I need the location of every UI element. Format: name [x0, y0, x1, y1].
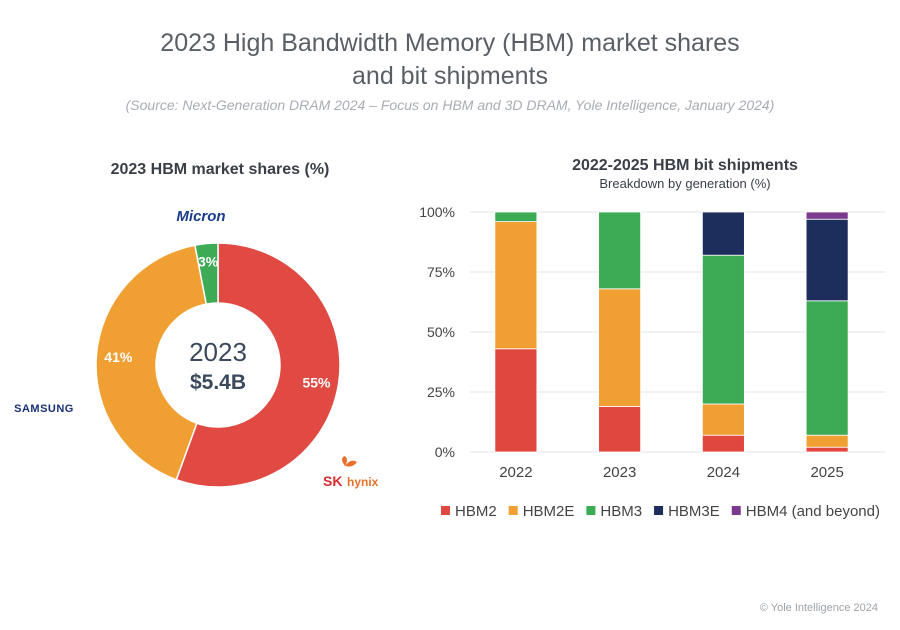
copyright-note: © Yole Intelligence 2024 — [759, 602, 878, 614]
bar-segment-hbm2-2024 — [701, 434, 745, 453]
donut-slice-sk-hynix — [175, 242, 341, 488]
micron-logo: Micron — [176, 208, 225, 225]
legend-label: HBM4 (and beyond) — [746, 503, 880, 520]
x-tick-label: 2024 — [707, 464, 740, 481]
bar-segment-hbm2-2025 — [805, 446, 849, 453]
legend-swatch — [654, 506, 664, 515]
donut-slice-samsung — [95, 244, 208, 481]
bar-segment-hbm3-2022 — [494, 211, 538, 223]
source-note: (Source: Next-Generation DRAM 2024 – Foc… — [125, 97, 775, 113]
y-tick-label: 50% — [427, 324, 455, 340]
bar-segment-hbm2-2023 — [598, 405, 642, 453]
samsung-logo: SAMSUNG — [14, 403, 74, 415]
x-tick-label: 2022 — [499, 464, 532, 481]
hynix-logo-text: hynix — [347, 475, 379, 489]
y-tick-label: 100% — [419, 204, 455, 220]
legend-swatch — [508, 506, 518, 515]
donut-slice-label: 55% — [302, 374, 331, 390]
bar-segment-hbm2e-2024 — [701, 403, 745, 436]
bar-chart-subtitle: Breakdown by generation (%) — [599, 176, 771, 191]
legend-label: HBM2 — [455, 503, 497, 520]
bar-segment-hbm2e-2022 — [494, 221, 538, 350]
page-title-line-2: and bit shipments — [352, 62, 548, 90]
legend-swatch — [586, 506, 596, 515]
bar-segment-hbm3e-2024 — [701, 211, 745, 256]
legend-swatch — [731, 506, 741, 515]
donut-center-value: $5.4B — [190, 371, 246, 394]
bar-segment-hbm3-2025 — [805, 300, 849, 436]
x-tick-label: 2023 — [603, 464, 636, 481]
legend-label: HBM3E — [668, 503, 720, 520]
legend-label: HBM2E — [523, 503, 575, 520]
donut-center-year: 2023 — [189, 337, 247, 367]
y-tick-label: 75% — [427, 264, 455, 280]
bar-segment-hbm2-2022 — [494, 348, 538, 453]
sk-logo-text: SK — [323, 473, 342, 489]
donut-slice-label: 41% — [104, 349, 133, 365]
y-tick-label: 25% — [427, 384, 455, 400]
donut-slice-micron — [194, 242, 219, 305]
x-tick-label: 2025 — [810, 464, 843, 481]
bar-segment-hbm2e-2025 — [805, 434, 849, 448]
legend-swatch — [441, 506, 450, 515]
legend-label: HBM3 — [600, 503, 642, 520]
bar-segment-hbm3-2024 — [701, 254, 745, 405]
bar-segment-hbm3-2023 — [598, 211, 642, 290]
bar-segment-hbm2e-2023 — [598, 288, 642, 407]
donut-chart-title: 2023 HBM market shares (%) — [110, 161, 330, 178]
sk-hynix-butterfly-icon — [342, 456, 357, 467]
y-tick-label: 0% — [435, 444, 455, 460]
donut-slice-label: 3% — [198, 253, 219, 269]
bar-segment-hbm4-2025 — [805, 211, 849, 220]
bar-chart-title: 2022-2025 HBM bit shipments — [572, 157, 798, 174]
bar-segment-hbm3e-2025 — [805, 218, 849, 302]
page-title-line-1: 2023 High Bandwidth Memory (HBM) market … — [160, 29, 740, 57]
